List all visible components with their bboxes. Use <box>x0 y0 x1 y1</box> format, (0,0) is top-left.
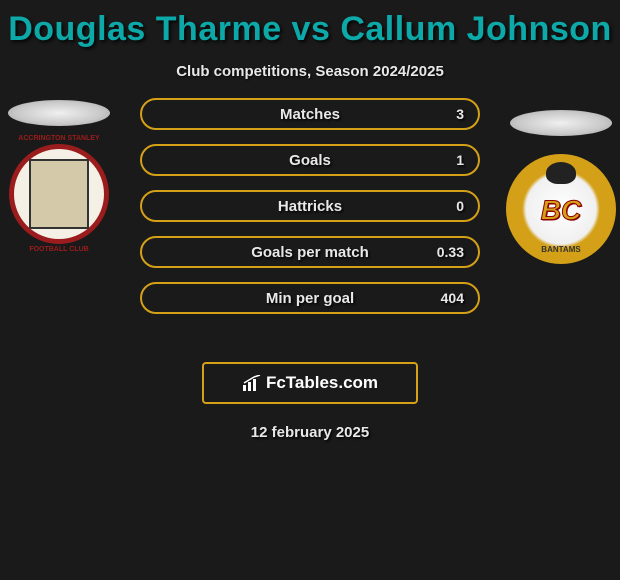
player-left-column: ACCRINGTON STANLEY FOOTBALL CLUB <box>4 100 114 244</box>
stat-right-value: 0.33 <box>437 244 464 260</box>
badge-left-sub: FOOTBALL CLUB <box>14 246 104 253</box>
brand-suffix: Tables.com <box>286 373 378 392</box>
badge-left-name: ACCRINGTON STANLEY <box>14 135 104 142</box>
stat-row-gpm: Goals per match 0.33 <box>140 236 480 268</box>
stat-row-matches: Matches 3 <box>140 98 480 130</box>
stat-row-hattricks: Hattricks 0 <box>140 190 480 222</box>
stat-label: Goals <box>289 152 331 169</box>
stats-list: Matches 3 Goals 1 Hattricks 0 Goals per … <box>140 98 480 328</box>
stat-row-goals: Goals 1 <box>140 144 480 176</box>
stat-right-value: 404 <box>441 290 464 306</box>
brand-box: FcTables.com <box>202 362 418 404</box>
club-badge-left: ACCRINGTON STANLEY FOOTBALL CLUB <box>9 144 109 244</box>
stat-row-mpg: Min per goal 404 <box>140 282 480 314</box>
stat-label: Hattricks <box>278 198 342 215</box>
date-text: 12 february 2025 <box>0 424 620 441</box>
brand-prefix: Fc <box>266 373 286 392</box>
stat-label: Goals per match <box>251 244 369 261</box>
player-left-silhouette <box>8 100 110 126</box>
subtitle: Club competitions, Season 2024/2025 <box>0 63 620 80</box>
badge-right-abbr: BC <box>541 195 581 227</box>
player-right-silhouette <box>510 110 612 136</box>
comparison-panel: ACCRINGTON STANLEY FOOTBALL CLUB Matches… <box>0 110 620 340</box>
stat-label: Min per goal <box>266 290 354 307</box>
stat-label: Matches <box>280 106 340 123</box>
club-badge-right: BC BANTAMS <box>506 154 616 264</box>
player-right-column: BC BANTAMS <box>506 110 616 264</box>
page-title: Douglas Tharme vs Callum Johnson <box>0 0 620 49</box>
badge-left-crest <box>29 159 89 229</box>
badge-right-sub: BANTAMS <box>506 245 616 254</box>
stat-right-value: 0 <box>456 198 464 214</box>
brand-text: FcTables.com <box>266 373 378 393</box>
chart-icon <box>242 375 262 391</box>
stat-right-value: 1 <box>456 152 464 168</box>
stat-right-value: 3 <box>456 106 464 122</box>
